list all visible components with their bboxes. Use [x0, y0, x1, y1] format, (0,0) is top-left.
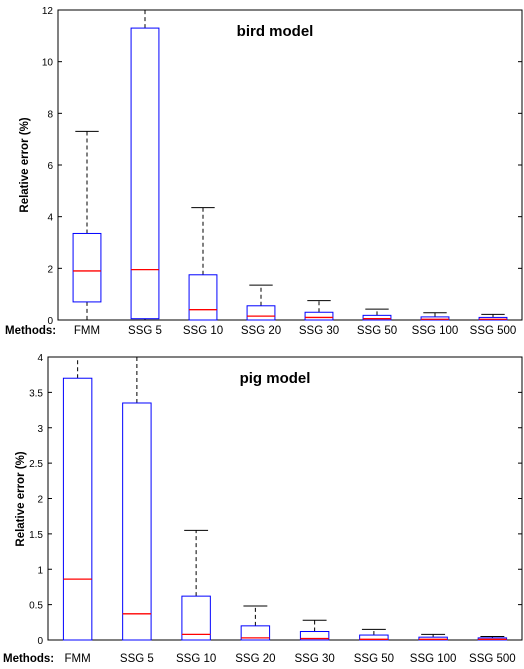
y-tick-label: 2 — [37, 495, 43, 506]
category-label: SSG 5 — [128, 325, 162, 337]
y-axis-label: Relative error (%) — [19, 117, 31, 212]
y-axis-label: Relative error (%) — [15, 451, 27, 546]
pig-model-panel: 0 0.5 1 1.5 2 2.5 3 3.5 4 FMM SSG 5 SSG 10 SSG 20 SSG… — [3, 353, 523, 665]
category-label: SSG 20 — [241, 325, 281, 337]
y-tick-label: 3.5 — [29, 388, 43, 399]
y-tick-label: 0 — [47, 316, 53, 327]
y-tick-label: 2.5 — [29, 459, 43, 470]
box-ssg-20 — [240, 605, 271, 641]
iqr-box — [362, 314, 392, 321]
y-tick-label: 12 — [42, 6, 54, 17]
iqr-box — [299, 631, 330, 641]
plot-area-frame — [57, 9, 523, 321]
y-tick-label: 3 — [37, 424, 43, 435]
iqr-box — [418, 636, 448, 641]
category-label: FMM — [65, 653, 91, 665]
box-ssg-10 — [181, 529, 211, 641]
box-ssg-30 — [299, 619, 330, 641]
box-ssg-5 — [130, 9, 160, 321]
iqr-box — [122, 402, 152, 641]
box-ssg-100 — [418, 633, 448, 641]
iqr-box — [420, 316, 450, 321]
category-label: SSG 500 — [470, 325, 517, 337]
chart-title: bird model — [237, 23, 314, 40]
category-label: SSG 50 — [357, 325, 397, 337]
y-tick-label: 6 — [47, 161, 53, 172]
box-ssg-50 — [359, 628, 389, 641]
category-label: SSG 50 — [354, 653, 394, 665]
box-ssg-500 — [477, 635, 508, 641]
category-label: SSG 100 — [412, 325, 459, 337]
y-tick-label: 4 — [37, 353, 43, 364]
iqr-box — [240, 625, 271, 641]
chart-title: pig model — [240, 370, 311, 387]
box-fmm — [62, 356, 93, 641]
iqr-box — [304, 311, 334, 321]
category-label: SSG 10 — [183, 325, 223, 337]
bird-model-panel: 0 2 4 6 8 10 12 FMM SSG 5 SSG 10 SSG 20 SSG 30 SSG 5… — [5, 6, 523, 337]
iqr-box — [188, 274, 218, 321]
category-label: FMM — [74, 325, 100, 337]
category-label: SSG 500 — [469, 653, 516, 665]
box-ssg-100 — [420, 312, 450, 321]
box-ssg-50 — [362, 308, 392, 321]
category-label: SSG 5 — [120, 653, 154, 665]
iqr-box — [359, 634, 389, 641]
methods-label: Methods: — [5, 325, 56, 337]
iqr-box — [72, 232, 102, 303]
box-ssg-30 — [304, 300, 334, 321]
box-ssg-500 — [478, 313, 508, 321]
y-tick-label: 10 — [42, 58, 54, 69]
category-label: SSG 30 — [294, 653, 334, 665]
plot-area-frame — [47, 356, 523, 641]
y-tick-label: 1 — [37, 565, 43, 576]
iqr-box — [130, 27, 160, 320]
box-fmm — [72, 130, 102, 321]
iqr-box — [246, 305, 276, 321]
y-tick-label: 8 — [47, 109, 53, 120]
box-ssg-5 — [122, 356, 152, 641]
y-tick-label: 1.5 — [29, 530, 43, 541]
category-label: SSG 30 — [299, 325, 339, 337]
y-tick-label: 0.5 — [29, 601, 43, 612]
y-tick-label: 4 — [47, 213, 53, 224]
methods-label: Methods: — [3, 653, 54, 665]
y-tick-label: 2 — [47, 264, 53, 275]
category-label: SSG 20 — [235, 653, 275, 665]
box-ssg-20 — [246, 284, 276, 321]
box-ssg-10 — [188, 207, 218, 321]
category-label: SSG 10 — [176, 653, 216, 665]
y-tick-label: 0 — [37, 636, 43, 647]
category-label: SSG 100 — [410, 653, 457, 665]
iqr-box — [62, 377, 93, 641]
iqr-box — [181, 595, 211, 641]
